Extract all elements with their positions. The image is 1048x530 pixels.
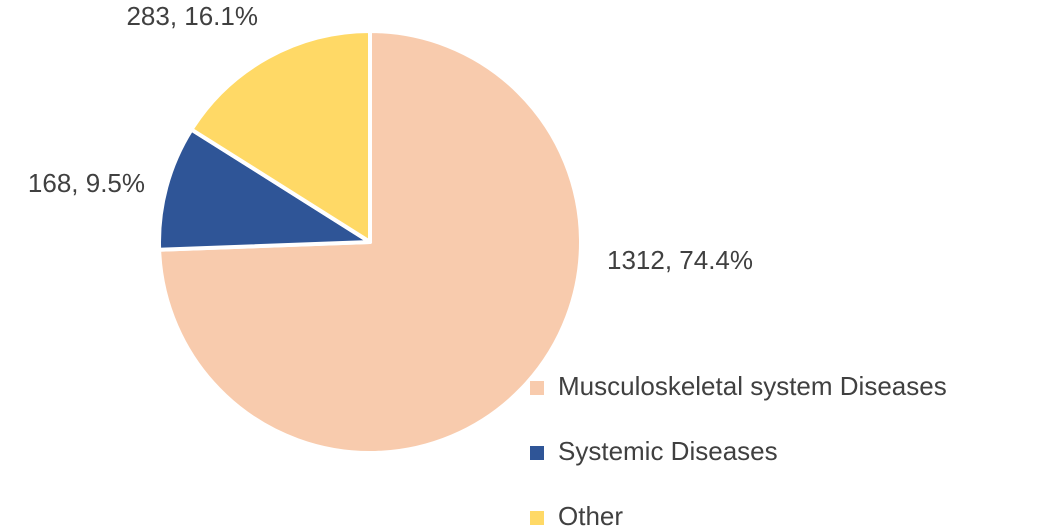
legend-swatch (530, 511, 544, 525)
legend-swatch (530, 381, 544, 395)
legend-label: Other (558, 501, 623, 530)
pie-slice (189, 29, 372, 244)
legend-label: Musculoskeletal system Diseases (558, 371, 947, 401)
data-label: 168, 9.5% (28, 168, 145, 198)
data-label: 1312, 74.4% (607, 245, 753, 275)
data-label: 283, 16.1% (126, 1, 258, 31)
pie-slice (157, 127, 372, 252)
legend-swatch (530, 446, 544, 460)
legend-label: Systemic Diseases (558, 436, 778, 466)
